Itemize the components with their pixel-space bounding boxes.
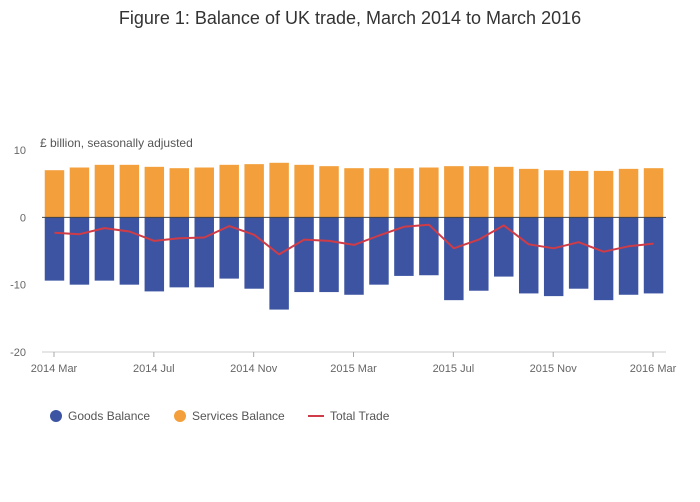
y-tick-label: 0 [20,212,26,224]
goods-balance-bar [419,217,439,276]
services-balance-bar [119,164,140,218]
legend-label: Services Balance [192,409,285,423]
goods-balance-bar [94,217,115,281]
goods-balance-bar [244,217,264,289]
goods-balance-bar [219,217,239,279]
legend-dot-swatch [174,410,186,422]
services-balance-bar [444,166,464,218]
x-tick-label: 2015 Mar [330,363,377,375]
goods-balance-bar [194,217,214,288]
goods-balance-bar [169,217,190,288]
goods-balance-bar [518,217,539,294]
x-tick-label: 2014 Nov [230,363,278,375]
y-axis: 10 0 -10 -20 [10,145,26,359]
services-balance-bar [643,168,664,218]
services-balance-bar [319,166,339,218]
goods-balance-bar [269,217,289,310]
legend-label: Total Trade [330,409,390,423]
services-balance-bar [618,168,639,218]
goods-balance-bar [643,217,664,294]
services-balance-bar [294,164,314,218]
services-balance-bar [369,168,389,218]
services-balance-bar [494,166,514,218]
chart-title: Figure 1: Balance of UK trade, March 201… [119,8,581,28]
services-balance-bar [269,162,289,218]
goods-balance-bar [444,217,464,301]
services-balance-bar [469,166,489,218]
goods-balance-bar [119,217,140,285]
goods-balance-bar [144,217,165,292]
services-balance-bar [144,166,165,218]
legend-dot-swatch [50,410,62,422]
services-balance-bar [44,170,65,218]
goods-balance-bar [618,217,639,295]
goods-balance-bar [369,217,389,285]
y-tick-label: -10 [10,280,26,292]
y-tick-label: -20 [10,347,26,359]
services-balance-bar [169,168,190,218]
total-trade-line-group [54,223,654,256]
y-tick-label: 10 [14,145,26,157]
services-balance-bar [568,170,589,218]
goods-balance-bar [494,217,514,277]
services-balance-bar [419,167,439,218]
services-balance-bar [394,168,414,218]
x-tick-label: 2014 Mar [31,363,78,375]
x-tick-label: 2014 Jul [133,363,175,375]
services-balance-bar [344,168,364,218]
legend-label: Goods Balance [68,409,150,423]
goods-balance-bar [394,217,414,276]
x-tick-label: 2015 Nov [530,363,578,375]
services-balance-bar [593,170,614,218]
services-balance-bar [194,167,214,218]
services-balance-bar [518,168,539,218]
goods-balance-bar [294,217,314,293]
services-balance-bar [69,167,90,218]
goods-balance-bar [69,217,90,285]
services-balance-bar [94,164,115,218]
goods-balance-bar [593,217,614,301]
x-tick-label: 2015 Jul [433,363,475,375]
x-axis: 2014 Mar 2014 Jul 2014 Nov 2015 Mar 2015 Jul… [31,351,677,375]
legend: Goods Balance Services Balance Total Trade [50,409,390,423]
goods-balance-bar [319,217,339,293]
goods-balance-bar [543,217,564,297]
goods-balance-bar [344,217,364,295]
services-balance-bar [543,170,564,218]
services-balance-bar [219,164,239,218]
total-trade-line [54,223,654,256]
goods-balance-bar [469,217,489,291]
goods-balance-bar [568,217,589,289]
services-balance-bar [244,164,264,218]
unit-label: £ billion, seasonally adjusted [40,136,193,150]
bars [42,162,666,310]
x-tick-label: 2016 Mar [630,363,677,375]
goods-balance-bar [44,217,65,281]
